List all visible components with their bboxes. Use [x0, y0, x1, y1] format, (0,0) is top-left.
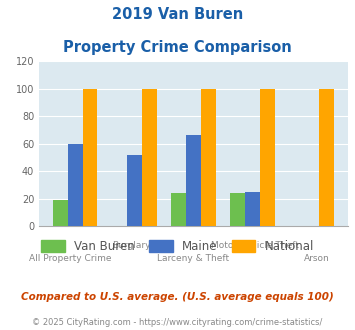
Text: Property Crime Comparison: Property Crime Comparison: [63, 40, 292, 54]
Bar: [319, 88, 334, 226]
Bar: [201, 88, 215, 226]
Text: 2019 Van Buren: 2019 Van Buren: [112, 7, 243, 21]
Text: Compared to U.S. average. (U.S. average equals 100): Compared to U.S. average. (U.S. average …: [21, 292, 334, 302]
Bar: [230, 193, 245, 226]
Bar: [260, 88, 275, 226]
Text: Larceny & Theft: Larceny & Theft: [157, 254, 230, 263]
Bar: [127, 154, 142, 226]
Bar: [186, 135, 201, 226]
Legend: Van Buren, Maine, National: Van Buren, Maine, National: [36, 236, 319, 258]
Bar: [53, 200, 68, 226]
Bar: [83, 88, 97, 226]
Bar: [68, 144, 83, 226]
Text: © 2025 CityRating.com - https://www.cityrating.com/crime-statistics/: © 2025 CityRating.com - https://www.city…: [32, 318, 323, 327]
Bar: [171, 193, 186, 226]
Text: Arson: Arson: [304, 254, 330, 263]
Bar: [142, 88, 157, 226]
Text: Motor Vehicle Theft: Motor Vehicle Theft: [211, 241, 299, 250]
Bar: [245, 192, 260, 226]
Text: Burglary: Burglary: [113, 241, 151, 250]
Text: All Property Crime: All Property Crime: [29, 254, 111, 263]
